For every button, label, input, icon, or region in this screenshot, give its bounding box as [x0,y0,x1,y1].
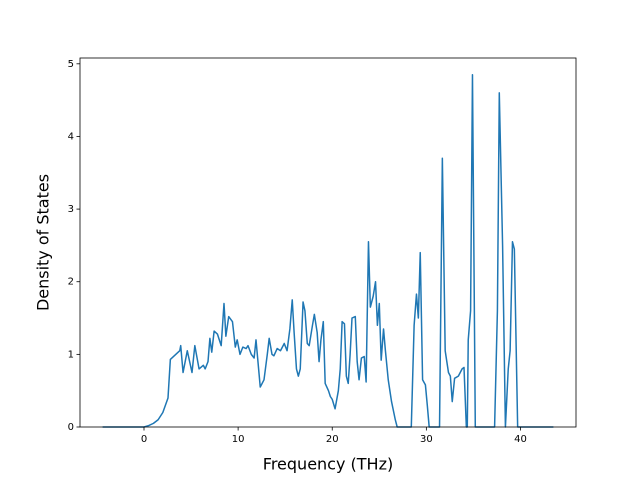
dos-line [102,73,554,428]
y-tick-label: 3 [68,204,74,215]
y-tick-label: 0 [68,422,74,433]
y-tick-label: 2 [68,277,74,288]
y-tick-label: 1 [68,349,74,360]
x-tick-label: 30 [420,434,433,445]
y-tick-label: 5 [68,59,74,70]
x-tick-label: 40 [514,434,527,445]
y-tick-label: 4 [68,131,74,142]
x-tick-label: 0 [141,434,147,445]
axes-frame [79,57,577,428]
x-tick-label: 20 [326,434,339,445]
y-axis-label: Density of States [34,174,53,311]
x-tick-label: 10 [232,434,245,445]
plot-area [102,73,554,428]
x-axis-label: Frequency (THz) [263,455,393,474]
